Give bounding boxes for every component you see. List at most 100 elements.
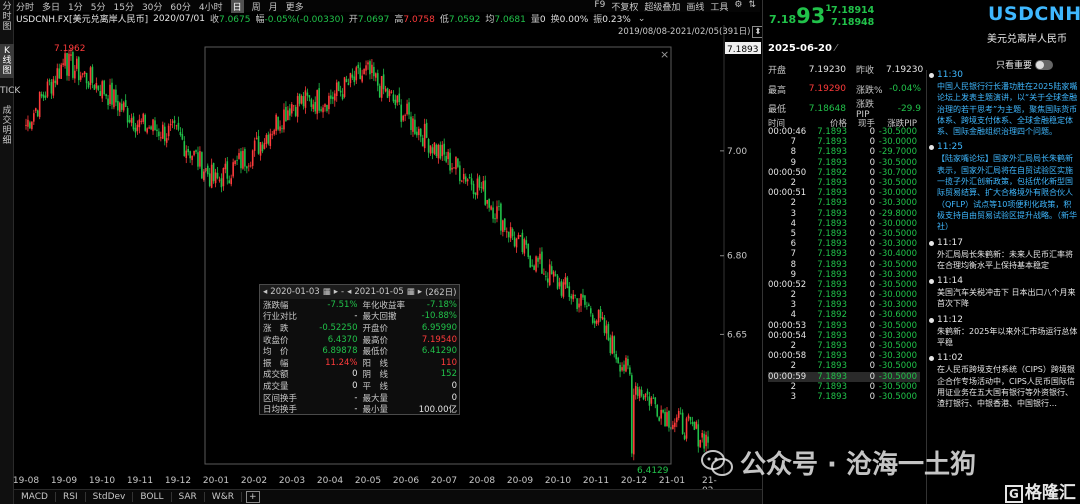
tf-day[interactable]: 日 bbox=[230, 0, 244, 13]
chevron-down-icon[interactable]: ⌄ bbox=[637, 13, 646, 24]
f9-button[interactable]: F9 bbox=[594, 0, 606, 10]
prev-start-icon[interactable]: ◂ bbox=[263, 287, 268, 297]
gear-icon[interactable]: ⚙ bbox=[734, 0, 743, 10]
candle-body bbox=[416, 131, 418, 136]
tick-row[interactable]: 9 7.1893 0 -30.3000 bbox=[768, 270, 920, 280]
news-item[interactable]: 11:02 在人民币跨境支付系统（CIPS）跨境银企合作专场活动中，CIPS人民币… bbox=[927, 353, 1079, 409]
tick-row[interactable]: 7 7.1893 0 -30.4000 bbox=[768, 249, 920, 259]
sort-icon[interactable]: ⇅ bbox=[748, 0, 756, 10]
tab-timeshare[interactable]: 分时图 bbox=[2, 2, 12, 32]
start-date[interactable]: 2020-01-03 bbox=[270, 287, 320, 297]
indicator-stddev[interactable]: StdDev bbox=[86, 492, 134, 502]
high-price-tag: 7.1962 bbox=[54, 44, 86, 54]
indicator-macd[interactable]: MACD bbox=[14, 492, 56, 502]
news-feed[interactable]: 11:30 中国人民银行行长潘功胜在2025陆家嘴论坛上发表主题演讲，以“关于全球… bbox=[926, 70, 1079, 504]
candle-body bbox=[83, 71, 86, 75]
tf-15min[interactable]: 15分 bbox=[113, 2, 134, 13]
tick-row[interactable]: 5 7.1893 0 -30.5000 bbox=[768, 229, 920, 239]
tick-row[interactable]: 00:00:52 7.1893 0 -30.5000 bbox=[768, 280, 920, 290]
next-end-icon[interactable]: ▸ bbox=[417, 287, 423, 297]
kline-chart[interactable]: 7.00 6.80 6.65 7.1962 7.1893 6.4129 × bbox=[14, 25, 762, 489]
overlay-button[interactable]: 超级叠加 bbox=[644, 2, 681, 13]
important-only-toggle[interactable]: 只看重要 bbox=[996, 58, 1054, 71]
tick-row[interactable]: 4 7.1892 0 -30.6000 bbox=[768, 310, 920, 320]
candle-body bbox=[418, 128, 420, 136]
indicator-sar[interactable]: SAR bbox=[172, 492, 205, 502]
tf-multiday[interactable]: 多日 bbox=[42, 2, 61, 13]
news-item[interactable]: 11:17 外汇局局长朱鹤新：未来人民币汇率将在合理均衡水平上保持基本稳定 bbox=[927, 238, 1079, 272]
news-item[interactable]: 11:25 【陆家嘴论坛】国家外汇局局长朱鹤新表示，国家外汇局将在自贸试验区实施一… bbox=[927, 142, 1079, 232]
tick-row[interactable]: 00:00:58 7.1893 0 -30.3000 bbox=[768, 351, 920, 361]
tick-row[interactable]: 2 7.1893 0 -30.5000 bbox=[768, 178, 920, 188]
prev-end-icon[interactable]: ◂ bbox=[347, 287, 352, 297]
tick-row[interactable]: 3 7.1893 0 -30.5000 bbox=[768, 392, 920, 402]
indicator-wr[interactable]: W&R bbox=[205, 492, 242, 502]
candle-body bbox=[472, 183, 475, 195]
tools-button[interactable]: 工具 bbox=[710, 2, 729, 13]
tick-row[interactable]: 3 7.1893 0 -30.3000 bbox=[768, 300, 920, 310]
news-item[interactable]: 11:12 朱鹤新：2025年以来外汇市场运行总体平稳 bbox=[927, 315, 1079, 349]
tab-kline[interactable]: K线图 bbox=[0, 44, 14, 78]
tick-row[interactable]: 6 7.1893 0 -30.3000 bbox=[768, 239, 920, 249]
quote-panel: 7.18931 7.18914 7.18948 USDCNH 美元兑离岸人民币 … bbox=[762, 0, 1080, 504]
candle-body bbox=[27, 119, 29, 127]
tf-1min[interactable]: 1分 bbox=[68, 2, 83, 13]
tick-time: 2 bbox=[790, 381, 796, 392]
tf-60min[interactable]: 60分 bbox=[170, 2, 191, 13]
tf-more[interactable]: 更多 bbox=[285, 2, 304, 13]
tick-row[interactable]: 4 7.1893 0 -30.0000 bbox=[768, 219, 920, 229]
no-adjust-button[interactable]: 不复权 bbox=[611, 2, 639, 13]
x-tick-label: 20-04 bbox=[316, 476, 344, 486]
tick-row[interactable]: 9 7.1893 0 -30.5000 bbox=[768, 158, 920, 168]
tf-5min[interactable]: 5分 bbox=[90, 2, 106, 13]
candle-body bbox=[609, 337, 612, 353]
tick-row[interactable]: 8 7.1893 0 -30.5000 bbox=[768, 259, 920, 270]
tick-row[interactable]: 2 7.1893 0 -30.5000 bbox=[768, 361, 920, 371]
tick-row[interactable]: 8 7.1893 0 -29.7000 bbox=[768, 147, 920, 157]
tab-tick[interactable]: TICK bbox=[0, 86, 21, 96]
tick-row[interactable]: 2 7.1893 0 -30.5000 bbox=[768, 382, 920, 392]
candle-body bbox=[586, 305, 588, 307]
tf-30min[interactable]: 30分 bbox=[141, 2, 163, 13]
range-spin-icon[interactable]: ⬍ bbox=[752, 26, 764, 38]
tick-table[interactable]: 时间 价格 现手 涨跌PIP 00:00:46 7.1893 0 -30.5000 7 7… bbox=[768, 117, 920, 402]
candle-body bbox=[595, 320, 598, 324]
tf-4hour[interactable]: 4小时 bbox=[198, 2, 223, 13]
calendar-icon[interactable]: ▦ bbox=[322, 287, 331, 297]
tick-row[interactable]: 00:00:46 7.1893 0 -30.5000 bbox=[768, 127, 920, 137]
tab-trade-detail[interactable]: 成交明细 bbox=[2, 106, 12, 146]
indicator-boll[interactable]: BOLL bbox=[133, 492, 172, 502]
tick-row[interactable]: 00:00:53 7.1893 0 -30.5000 bbox=[768, 321, 920, 331]
candle-body bbox=[68, 53, 70, 77]
tick-row[interactable]: 00:00:59 7.1893 0 -30.5000 bbox=[768, 371, 920, 382]
tick-time: 5 bbox=[790, 228, 796, 239]
candle-body bbox=[449, 152, 451, 171]
next-start-icon[interactable]: ▸ bbox=[333, 287, 338, 297]
calendar-icon[interactable]: ▦ bbox=[406, 287, 415, 297]
candle-body bbox=[165, 138, 168, 143]
stats-row: 振 幅 11.24% 阳 线 110 bbox=[260, 357, 459, 369]
candle-body bbox=[238, 153, 240, 159]
draw-line-button[interactable]: 画线 bbox=[686, 2, 705, 13]
close-icon[interactable]: × bbox=[660, 48, 669, 61]
news-item[interactable]: 11:14 美国汽车关税冲击下 日本出口八个月来首次下降 bbox=[927, 276, 1079, 310]
tick-row[interactable]: 00:00:50 7.1892 0 -30.7000 bbox=[768, 168, 920, 178]
tick-row[interactable]: 2 7.1893 0 -30.5000 bbox=[768, 341, 920, 351]
tf-week[interactable]: 周 bbox=[251, 2, 261, 13]
indicator-rsi[interactable]: RSI bbox=[56, 492, 86, 502]
end-date[interactable]: 2021-01-05 bbox=[354, 287, 404, 297]
tick-row[interactable]: 3 7.1893 0 -29.8000 bbox=[768, 209, 920, 219]
tf-month[interactable]: 月 bbox=[268, 2, 278, 13]
tick-qty: 0 bbox=[869, 341, 875, 352]
tick-row[interactable]: 2 7.1893 0 -30.0000 bbox=[768, 290, 920, 300]
candle-body bbox=[255, 137, 258, 140]
tf-minute[interactable]: 分时 bbox=[16, 2, 35, 13]
news-item[interactable]: 11:30 中国人民银行行长潘功胜在2025陆家嘴论坛上发表主题演讲，以“关于全球… bbox=[927, 70, 1079, 137]
tick-row[interactable]: 00:00:51 7.1893 0 -30.0000 bbox=[768, 188, 920, 198]
tick-row[interactable]: 00:00:54 7.1893 0 -30.3000 bbox=[768, 331, 920, 341]
interval-stats-popup[interactable]: ◂ 2020-01-03 ▦ ▸ - ◂ 2021-01-05 ▦ ▸ (262… bbox=[259, 284, 460, 415]
tick-row[interactable]: 2 7.1893 0 -30.3000 bbox=[768, 198, 920, 208]
tick-row[interactable]: 7 7.1893 0 -30.0000 bbox=[768, 137, 920, 147]
candle-body bbox=[470, 178, 473, 185]
add-indicator-icon[interactable]: + bbox=[245, 491, 260, 503]
